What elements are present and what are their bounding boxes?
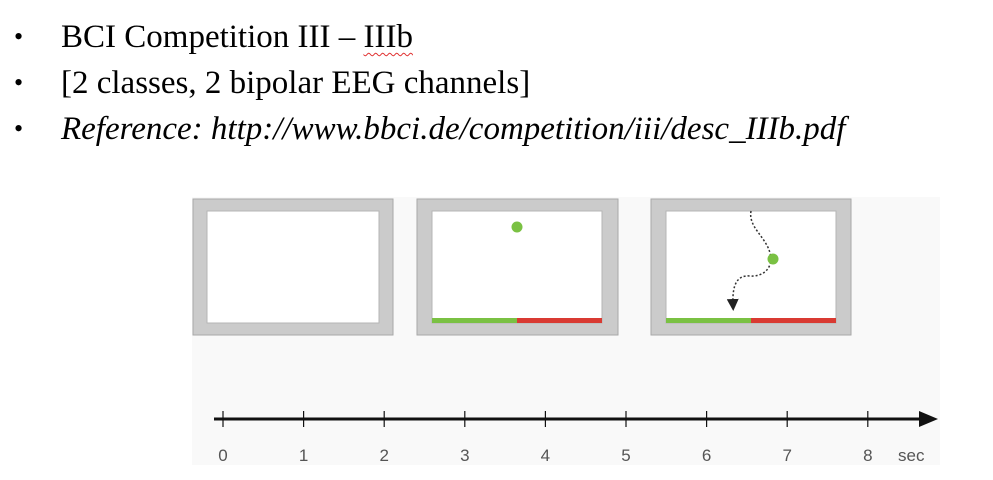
bullet-marker: •	[14, 114, 24, 143]
time-unit-label: sec	[898, 446, 925, 465]
time-tick-label: 1	[299, 446, 308, 465]
trial-timeline-svg: 0 1 2 3 4 5 6 7 8 sec	[192, 198, 938, 465]
time-tick-label: 4	[541, 446, 550, 465]
trial-timeline-figure: 0 1 2 3 4 5 6 7 8 sec	[192, 197, 940, 465]
bullet-text: [2 classes, 2 bipolar EEG channels]	[61, 65, 531, 101]
reference-link-text: Reference: http://www.bbci.de/competitio…	[61, 111, 846, 147]
time-tick-label: 8	[863, 446, 872, 465]
screen-display	[665, 210, 837, 324]
bullet-item-reference: • Reference: http://www.bbci.de/competit…	[0, 106, 993, 152]
time-tick-label: 6	[702, 446, 711, 465]
ball	[767, 253, 779, 265]
feedback-bar-right	[517, 318, 602, 323]
feedback-bar-right	[751, 318, 836, 323]
bullet-item-classes: • [2 classes, 2 bipolar EEG channels]	[0, 60, 993, 106]
bullet-item-competition: • BCI Competition III – IIIb	[0, 14, 993, 60]
feedback-bar-left	[666, 318, 751, 323]
bullet-marker: •	[14, 68, 24, 97]
bullet-marker: •	[14, 22, 24, 51]
time-tick-label: 0	[218, 446, 227, 465]
time-tick-label: 2	[379, 446, 388, 465]
screen-ball-trajectory	[650, 198, 852, 336]
time-axis-arrowhead	[919, 411, 938, 427]
time-axis: 0 1 2 3 4 5 6 7 8 sec	[214, 411, 938, 465]
screen-blank	[192, 198, 394, 336]
feedback-bar-left	[432, 318, 517, 323]
bullet-text: BCI Competition III – IIIb	[61, 19, 413, 55]
time-tick-label: 7	[782, 446, 791, 465]
ball	[511, 221, 523, 233]
time-tick-label: 3	[460, 446, 469, 465]
spellcheck-marked-word: IIIb	[363, 19, 413, 55]
screen-display	[206, 210, 380, 324]
time-tick-label: 5	[621, 446, 630, 465]
screen-ball-bar	[416, 198, 619, 336]
tick-group: 0 1 2 3 4 5 6 7 8	[218, 411, 873, 465]
